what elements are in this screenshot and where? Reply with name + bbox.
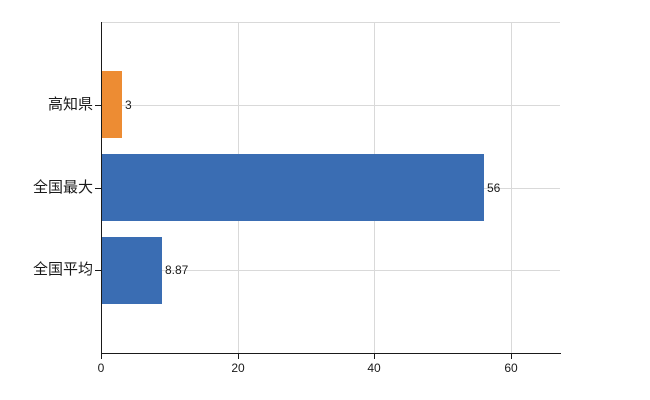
category-label: 高知県 — [47, 96, 93, 113]
x-tick-label: 0 — [97, 361, 105, 375]
bar — [102, 237, 162, 304]
x-tick-label: 40 — [367, 361, 381, 375]
bar — [102, 71, 122, 138]
gridline-horizontal — [101, 270, 560, 271]
x-tick-label: 20 — [231, 361, 245, 375]
value-label: 56 — [487, 181, 501, 195]
x-tick-mark — [511, 354, 512, 359]
y-tick-mark — [95, 188, 101, 189]
x-tick-label: 60 — [504, 361, 518, 375]
category-label: 全国最大 — [32, 179, 93, 196]
gridline-horizontal — [101, 105, 560, 106]
value-label: 3 — [125, 98, 132, 112]
plot-top-border — [101, 22, 560, 23]
x-tick-mark — [101, 354, 102, 359]
y-axis-line — [101, 22, 102, 354]
category-label: 全国平均 — [32, 261, 93, 278]
value-label: 8.87 — [165, 263, 189, 277]
x-tick-mark — [238, 354, 239, 359]
x-tick-mark — [374, 354, 375, 359]
x-axis-line — [101, 353, 561, 354]
y-tick-mark — [95, 270, 101, 271]
y-tick-mark — [95, 105, 101, 106]
gridline-vertical — [511, 22, 512, 353]
bar — [102, 154, 484, 221]
